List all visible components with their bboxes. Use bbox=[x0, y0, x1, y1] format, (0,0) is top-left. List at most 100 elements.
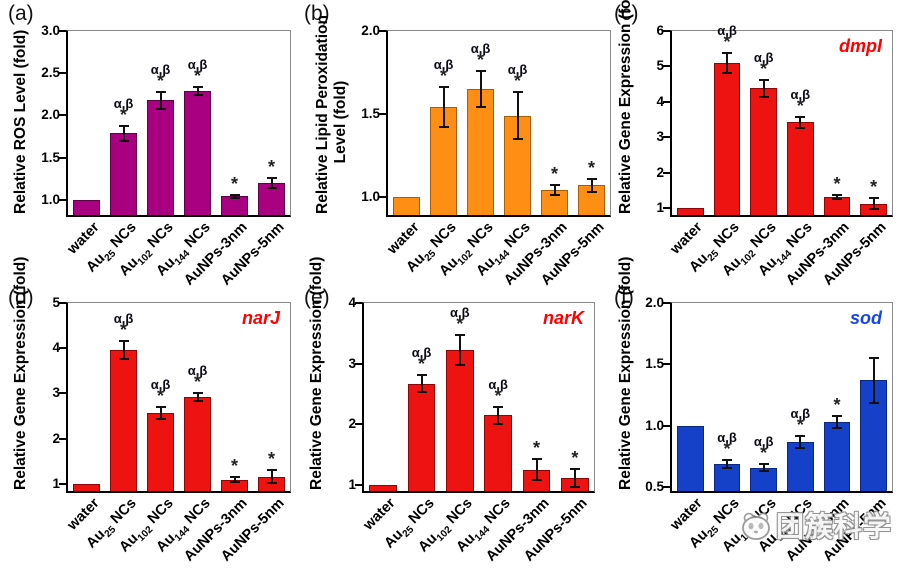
plot-area-a: 1.0 1.5 2.0 2.5 3.0 water α,β * Au25 NCs α,β * Au10… bbox=[41, 23, 291, 289]
error-bar bbox=[573, 468, 576, 487]
bar-au144-ncs bbox=[184, 90, 211, 215]
y-tick-label: 3 bbox=[656, 129, 664, 145]
bar-aunps-3nm bbox=[221, 196, 248, 215]
sig-star: * bbox=[833, 395, 841, 416]
significance-marks: * bbox=[552, 157, 632, 178]
error-bar-cap bbox=[454, 334, 465, 337]
bar-au144-ncs bbox=[787, 441, 814, 491]
error-bar-cap bbox=[416, 374, 427, 377]
significance-marks: α,β * bbox=[724, 433, 804, 463]
y-tick bbox=[59, 437, 66, 440]
sig-star: * bbox=[760, 58, 768, 79]
bar-au25-ncs bbox=[407, 383, 436, 491]
sig-star: * bbox=[193, 65, 201, 86]
significance-marks: α,β * bbox=[121, 63, 201, 90]
plot-area-e: 1 2 3 4 water α,β * Au25 NCs α,β * Au102 NCs α,β * Au… bbox=[348, 295, 595, 565]
y-tick-label: 4 bbox=[348, 295, 356, 310]
bar-au25-ncs bbox=[110, 349, 137, 491]
significance-marks: α,β * bbox=[687, 24, 767, 51]
significance-marks: α,β * bbox=[760, 88, 840, 115]
error-bar-cap bbox=[586, 190, 597, 193]
error-bar-cap bbox=[493, 422, 504, 425]
y-tick bbox=[59, 30, 66, 32]
significance-marks: α,β * bbox=[84, 310, 164, 339]
error-bar-cap bbox=[454, 364, 465, 367]
y-axis-label: Relative Gene Expression (fold) bbox=[308, 256, 325, 490]
sig-greek: α,β bbox=[433, 57, 454, 73]
y-tick-label: 2.0 bbox=[645, 295, 664, 310]
sig-star: * bbox=[833, 174, 841, 195]
error-bar-cap bbox=[549, 194, 560, 197]
error-bar bbox=[270, 177, 273, 188]
y-tick bbox=[59, 347, 66, 350]
sig-greek: α,β bbox=[753, 433, 774, 449]
significance-marks: α,β * bbox=[441, 42, 521, 69]
gene-label-sod: sod bbox=[849, 308, 882, 328]
y-tick-label: 1.5 bbox=[645, 356, 664, 372]
error-bar bbox=[196, 86, 199, 96]
error-bar-cap bbox=[118, 357, 129, 360]
error-bar-cap bbox=[795, 434, 806, 437]
y-tick bbox=[59, 198, 66, 201]
sig-greek: α,β bbox=[113, 310, 134, 326]
bar-au25-ncs bbox=[110, 133, 137, 215]
significance-marks: * bbox=[797, 174, 877, 195]
error-bar bbox=[762, 463, 765, 472]
sig-greek: α,β bbox=[150, 376, 171, 392]
sig-star: * bbox=[532, 438, 540, 459]
error-bar-cap bbox=[832, 427, 842, 430]
panel-c: (c) Relative Gene Expression (fold) 1 2 3 4 5 6… bbox=[612, 0, 910, 289]
error-bar-cap bbox=[512, 91, 523, 94]
error-bar bbox=[799, 435, 802, 448]
y-tick bbox=[59, 392, 66, 395]
sig-star: * bbox=[587, 157, 595, 178]
y-tick-label: 1.0 bbox=[41, 191, 60, 207]
error-bar-cap bbox=[438, 126, 449, 129]
significance-marks: * bbox=[232, 449, 312, 470]
panel-f: (f) Relative Gene Expression (fold) 0.5 1.0… bbox=[612, 257, 910, 570]
significance-marks: * bbox=[515, 164, 595, 185]
bar-au144-ncs bbox=[484, 415, 512, 491]
panel-letter-d: (d) bbox=[8, 286, 34, 309]
sig-star: * bbox=[760, 442, 768, 463]
gene-label-nark: narK bbox=[542, 308, 584, 328]
y-tick bbox=[379, 195, 386, 198]
sig-star: * bbox=[267, 156, 275, 177]
sig-greek: α,β bbox=[113, 95, 134, 111]
error-bar-cap bbox=[722, 71, 732, 74]
error-bar-cap bbox=[266, 469, 277, 472]
y-tick bbox=[59, 302, 66, 304]
y-tick-label: 1.0 bbox=[361, 188, 380, 204]
error-bar bbox=[872, 358, 875, 403]
y-tick bbox=[59, 482, 66, 485]
error-bar-cap bbox=[832, 197, 842, 200]
error-bar bbox=[479, 70, 482, 108]
bar-au25-ncs bbox=[713, 62, 741, 215]
y-tick-label: 5 bbox=[52, 295, 60, 310]
sig-greek: α,β bbox=[411, 345, 432, 361]
error-bar-cap bbox=[832, 415, 842, 418]
sig-star: * bbox=[550, 164, 558, 185]
panel-b: (b) Relative Lipid Peroxidation Level (fol… bbox=[302, 2, 612, 289]
y-tick-label: 2 bbox=[656, 164, 664, 180]
sig-star: * bbox=[267, 449, 275, 470]
bar-au102-ncs bbox=[750, 88, 777, 215]
error-bar-cap bbox=[868, 401, 879, 404]
bar-water bbox=[369, 484, 397, 491]
error-bar-cap bbox=[722, 466, 732, 469]
significance-marks: α,β * bbox=[458, 378, 538, 405]
significance-marks: α,β * bbox=[478, 63, 558, 90]
y-tick-label: 1 bbox=[348, 476, 356, 492]
y-tick-label: 1 bbox=[52, 475, 60, 491]
y-tick bbox=[663, 171, 670, 174]
error-bar-cap bbox=[229, 475, 240, 478]
y-tick bbox=[355, 362, 362, 365]
error-bar-cap bbox=[438, 86, 449, 89]
error-bar bbox=[442, 87, 445, 128]
gene-label-dmpi: dmpI bbox=[839, 36, 882, 56]
sig-star: * bbox=[870, 176, 878, 197]
error-bar-cap bbox=[549, 184, 560, 187]
panel-letter-a: (a) bbox=[8, 2, 34, 25]
panel-letter-c: (c) bbox=[614, 2, 639, 25]
